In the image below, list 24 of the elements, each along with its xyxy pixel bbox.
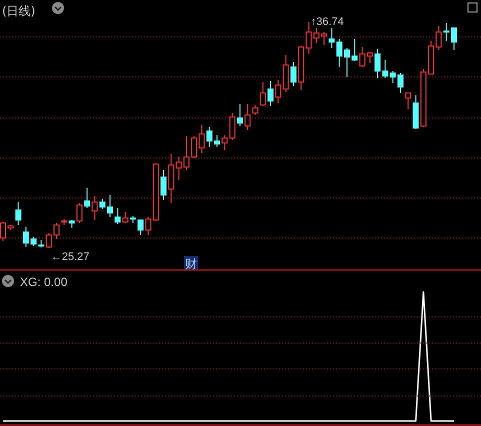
candlestick — [260, 82, 266, 106]
candlestick — [15, 202, 22, 226]
candlestick — [222, 134, 228, 151]
chart-title: XG: 0.00 — [20, 275, 68, 289]
candlestick — [405, 92, 412, 110]
candlestick — [412, 94, 419, 130]
candlestick — [160, 169, 167, 200]
candlestick — [84, 187, 90, 208]
candlestick — [298, 46, 304, 90]
candlestick — [114, 208, 121, 224]
text: 财 — [185, 257, 197, 271]
candlestick — [290, 62, 296, 87]
annotation: ↑36.74 — [310, 16, 344, 28]
candlestick — [275, 79, 282, 104]
candlestick — [168, 154, 174, 204]
candlestick — [236, 103, 243, 127]
candlestick — [138, 220, 144, 236]
chart-title: (日线) — [2, 4, 36, 18]
candlestick — [282, 54, 289, 92]
text: ←25.27 — [50, 251, 90, 263]
candlestick — [328, 27, 335, 49]
candlestick — [244, 103, 251, 130]
candlestick — [268, 80, 274, 106]
candlestick — [92, 195, 98, 221]
